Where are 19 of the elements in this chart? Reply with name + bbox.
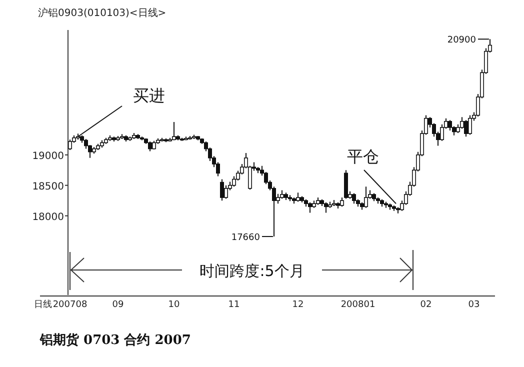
y-tick-label: 19000	[32, 150, 64, 162]
x-tick-label: 200708	[52, 300, 88, 310]
x-tick-label: 10	[168, 300, 180, 310]
x-tick-label: 200801	[340, 300, 376, 310]
y-tick-label: 18500	[32, 181, 64, 192]
annotation: 买进	[133, 86, 165, 105]
x-tick-label: 12	[292, 300, 304, 310]
x-tick-label: 02	[420, 300, 432, 310]
annotation: 平仓	[347, 147, 379, 166]
x-tick-label: 03	[468, 300, 480, 310]
x-axis-title: 日线	[34, 299, 52, 310]
annotation: 17660	[231, 233, 260, 244]
text: 铝期货 0703 合约 2007	[39, 332, 191, 348]
x-tick-label: 11	[228, 300, 240, 310]
chart-title: 沪铝0903(010103)<日线>	[38, 7, 166, 19]
x-tick-label: 09	[112, 300, 124, 310]
annotation: 时间跨度:5个月	[200, 262, 304, 280]
annotation: 20900	[447, 36, 476, 46]
y-tick-label: 18000	[32, 212, 64, 223]
